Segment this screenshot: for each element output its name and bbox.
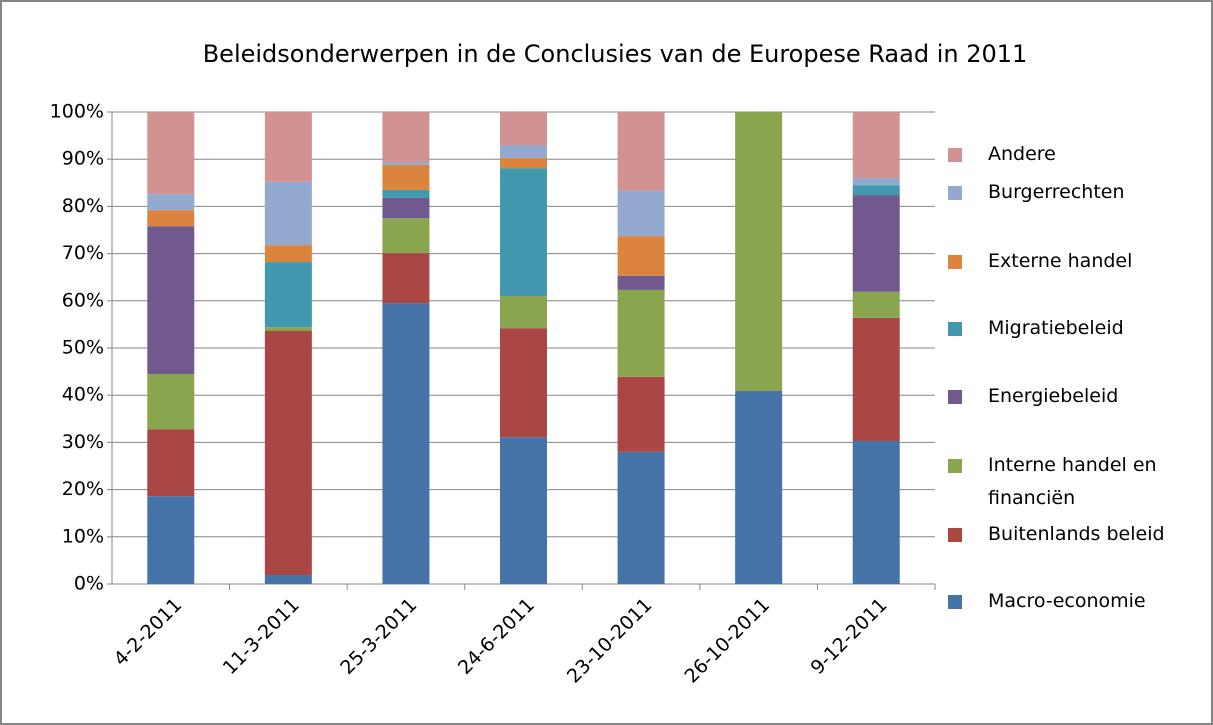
bar-segment — [147, 194, 195, 211]
legend-label: Andere — [988, 143, 1056, 165]
legend-swatch — [948, 186, 962, 200]
bar-segment — [500, 328, 547, 438]
bar-segment — [500, 168, 547, 297]
bar-segment — [500, 145, 547, 158]
y-tick-label: 0% — [74, 573, 104, 595]
bar-segment — [264, 181, 312, 246]
bar-segment — [735, 390, 783, 584]
legend-swatch — [948, 148, 962, 162]
y-tick-label: 50% — [62, 337, 104, 359]
y-tick-label: 70% — [62, 242, 104, 264]
legend-label: Migratiebeleid — [988, 317, 1124, 339]
legend-label: Interne handel en financiën — [988, 454, 1157, 509]
y-tick-label: 30% — [62, 431, 104, 453]
legend-label: Buitenlands beleid — [988, 523, 1165, 545]
legend-swatch — [948, 322, 962, 336]
bar-segment — [852, 291, 900, 318]
bar-segment — [382, 253, 430, 304]
bar-segment — [264, 575, 312, 584]
bar-segment — [500, 296, 547, 329]
bar-segment — [147, 429, 195, 497]
bar-segment — [500, 157, 547, 169]
legend-label: Energiebeleid — [988, 385, 1119, 407]
y-tick-label: 80% — [62, 195, 104, 217]
bar-segment — [147, 210, 195, 227]
chart-title: Beleidsonderwerpen in de Conclusies van … — [203, 40, 1028, 68]
y-tick-label: 40% — [62, 384, 104, 406]
legend-swatch — [948, 459, 962, 473]
bar-segment — [852, 317, 900, 441]
bar-segment — [264, 112, 312, 182]
bar-segment — [617, 275, 665, 290]
bar-segment — [500, 437, 547, 584]
bar-segment — [852, 178, 900, 186]
legend-swatch — [948, 595, 962, 609]
bar-segment — [735, 112, 783, 391]
bar-segment — [617, 289, 665, 377]
y-tick-label: 90% — [62, 148, 104, 170]
bar-segment — [147, 226, 195, 374]
legend-swatch — [948, 390, 962, 404]
legend-swatch — [948, 255, 962, 269]
bar-segment — [382, 303, 430, 584]
bar-segment — [852, 112, 900, 179]
y-tick-label: 10% — [62, 525, 104, 547]
bar-segment — [852, 195, 900, 292]
bar-segment — [264, 262, 312, 328]
bar-segment — [264, 327, 312, 332]
bar-segment — [617, 190, 665, 237]
bar-segment — [147, 373, 195, 430]
bar-segment — [382, 218, 430, 254]
bar-segment — [852, 185, 900, 196]
bar-segment — [617, 376, 665, 452]
y-tick-label: 100% — [50, 101, 104, 123]
bar-segment — [382, 164, 430, 190]
legend-label: Burgerrechten — [988, 181, 1125, 203]
bar-segment — [264, 331, 312, 576]
legend-swatch — [948, 528, 962, 542]
bar-segment — [382, 189, 430, 198]
bar-segment — [617, 451, 665, 584]
bar-segment — [264, 245, 312, 263]
bar-segment — [147, 496, 195, 584]
bar-segment — [500, 112, 547, 146]
y-tick-label: 60% — [62, 289, 104, 311]
bar-segment — [617, 112, 665, 191]
bar-segment — [147, 112, 195, 195]
legend-label: Externe handel — [988, 250, 1133, 272]
bar-segment — [852, 440, 900, 584]
bar-segment — [382, 197, 430, 219]
bar-segment — [382, 162, 430, 165]
bar-segment — [382, 112, 430, 163]
y-tick-label: 20% — [62, 478, 104, 500]
bar-segment — [617, 236, 665, 276]
legend-label: Macro-economie — [988, 590, 1146, 612]
